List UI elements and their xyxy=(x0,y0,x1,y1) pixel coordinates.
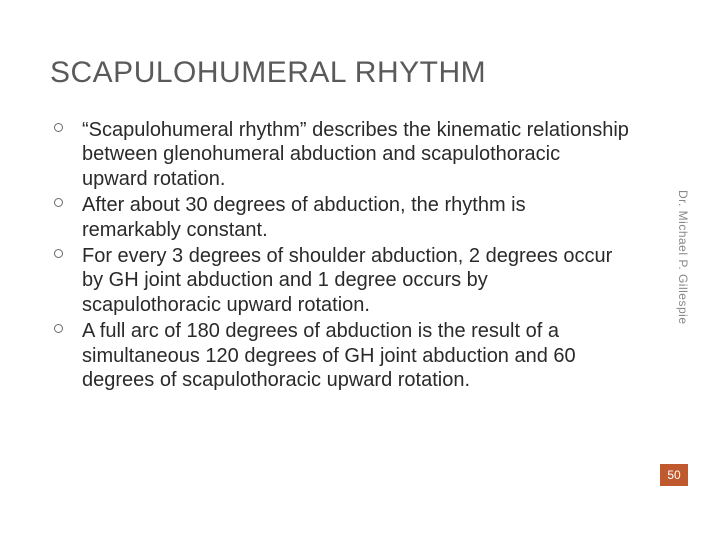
bullet-ring-icon xyxy=(54,123,63,132)
list-item: “Scapulohumeral rhythm” describes the ki… xyxy=(82,118,630,191)
author-sidetext: Dr. Michael P. Gillespie xyxy=(676,190,690,325)
body-area: “Scapulohumeral rhythm” describes the ki… xyxy=(50,118,670,392)
slide: SCAPULOHUMERAL RHYTHM “Scapulohumeral rh… xyxy=(0,0,720,540)
list-item: For every 3 degrees of shoulder abductio… xyxy=(82,244,630,317)
slide-title: SCAPULOHUMERAL RHYTHM xyxy=(50,56,670,90)
bullet-ring-icon xyxy=(54,324,63,333)
page-number-badge: 50 xyxy=(660,464,688,486)
bullet-text: “Scapulohumeral rhythm” describes the ki… xyxy=(82,119,629,190)
bullet-ring-icon xyxy=(54,198,63,207)
list-item: After about 30 degrees of abduction, the… xyxy=(82,193,630,242)
bullet-text: For every 3 degrees of shoulder abductio… xyxy=(82,245,612,316)
bullet-list: “Scapulohumeral rhythm” describes the ki… xyxy=(50,118,630,392)
bullet-ring-icon xyxy=(54,249,63,258)
bullet-text: After about 30 degrees of abduction, the… xyxy=(82,194,526,240)
list-item: A full arc of 180 degrees of abduction i… xyxy=(82,319,630,392)
bullet-text: A full arc of 180 degrees of abduction i… xyxy=(82,320,576,391)
